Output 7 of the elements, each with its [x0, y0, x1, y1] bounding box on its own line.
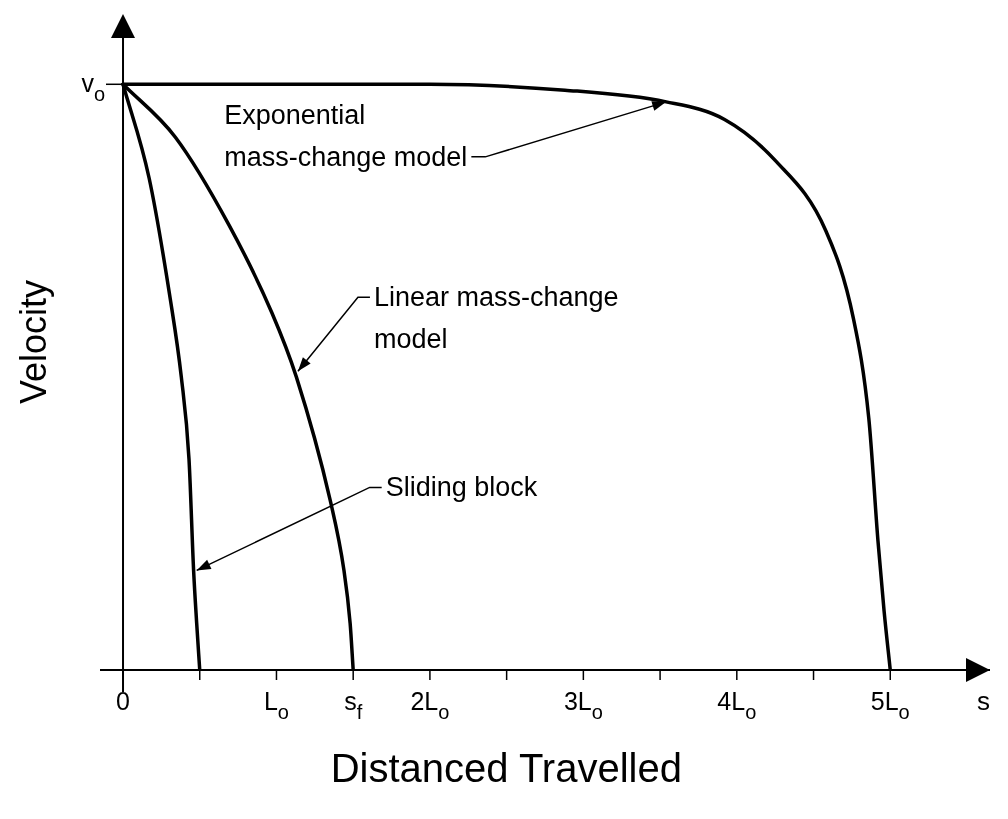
annotation: Exponential mass-change model [224, 99, 468, 172]
x-axis-title: Distanced Travelled [330, 746, 682, 790]
annotation: Sliding block [385, 472, 538, 503]
y-axis-title: Velocity [13, 279, 54, 405]
text: s [977, 686, 990, 716]
annotation: Linear mass-change model [373, 282, 619, 355]
x-tick-label: 0 [116, 687, 130, 715]
